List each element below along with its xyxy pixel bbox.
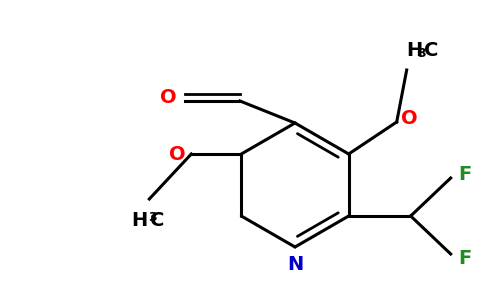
Text: 3: 3 — [149, 211, 157, 224]
Text: O: O — [401, 109, 417, 128]
Text: C: C — [150, 211, 164, 230]
Text: F: F — [459, 248, 472, 268]
Text: H: H — [131, 211, 147, 230]
Text: C: C — [424, 41, 438, 60]
Text: O: O — [169, 145, 185, 164]
Text: F: F — [459, 164, 472, 184]
Text: O: O — [160, 88, 177, 107]
Text: N: N — [287, 256, 303, 274]
Text: H: H — [407, 41, 423, 60]
Text: 3: 3 — [417, 47, 425, 60]
